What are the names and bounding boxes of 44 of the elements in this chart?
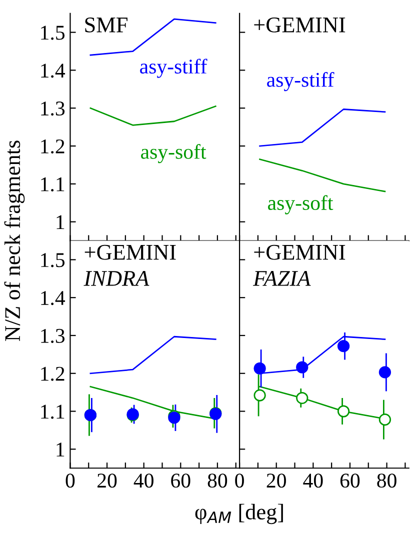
y-tick-label: 1.4: [41, 64, 66, 78]
y-tick-label: 1: [56, 215, 64, 230]
chart-title: +GEMINI: [254, 17, 346, 32]
text: FAZIA: [252, 271, 311, 286]
point: [378, 414, 392, 426]
x-tick-label: 0: [66, 474, 75, 488]
chart-title: +GEMINI: [254, 244, 346, 260]
x-tick-label: 20: [266, 474, 286, 488]
chart-title: +GEMINI: [84, 244, 176, 260]
text: INDRA: [84, 271, 150, 286]
point: [337, 340, 350, 352]
point: [296, 361, 308, 374]
series-label: asy-stiff: [267, 72, 334, 92]
y-tick-label: 1.2: [41, 366, 64, 381]
series-label: asy-stiff: [140, 58, 208, 78]
x-tick-label: 60: [171, 474, 190, 488]
x-tick-label: 40: [134, 474, 154, 488]
y-tick-label: 1.3: [41, 328, 65, 344]
line-series: [90, 336, 216, 374]
x-tick-label: 80: [377, 474, 396, 488]
y-tick-label: 1: [56, 442, 64, 456]
y-tick-label: 1.1: [41, 177, 64, 192]
y-tick-label: 1.2: [41, 139, 64, 154]
x-tick-label: 40: [303, 474, 323, 488]
point: [296, 392, 308, 404]
point: [254, 389, 266, 402]
y-tick-label: 1.5: [41, 26, 65, 40]
y-tick-label: 1.4: [41, 291, 66, 306]
point: [337, 405, 350, 418]
line-series: [90, 106, 216, 126]
x-tick-label: 60: [340, 474, 360, 488]
y-tick-label: 1.5: [41, 253, 65, 268]
x-tick-label: 0: [235, 474, 244, 488]
x-tick-label: 20: [98, 474, 117, 488]
point: [254, 362, 266, 375]
series-label: asy-soft: [268, 195, 334, 214]
y-axis-title: N/Z of neck fragments: [4, 140, 25, 341]
chart-title: SMF: [85, 17, 128, 32]
point: [378, 366, 392, 378]
x-tick-label: 80: [208, 474, 228, 488]
y-tick-label: 1.3: [41, 102, 65, 116]
x-axis-title: φ$_{AM}$ [deg]: [195, 504, 283, 524]
y-tick-label: 1.1: [41, 404, 64, 419]
series-label: asy-soft: [141, 144, 206, 164]
